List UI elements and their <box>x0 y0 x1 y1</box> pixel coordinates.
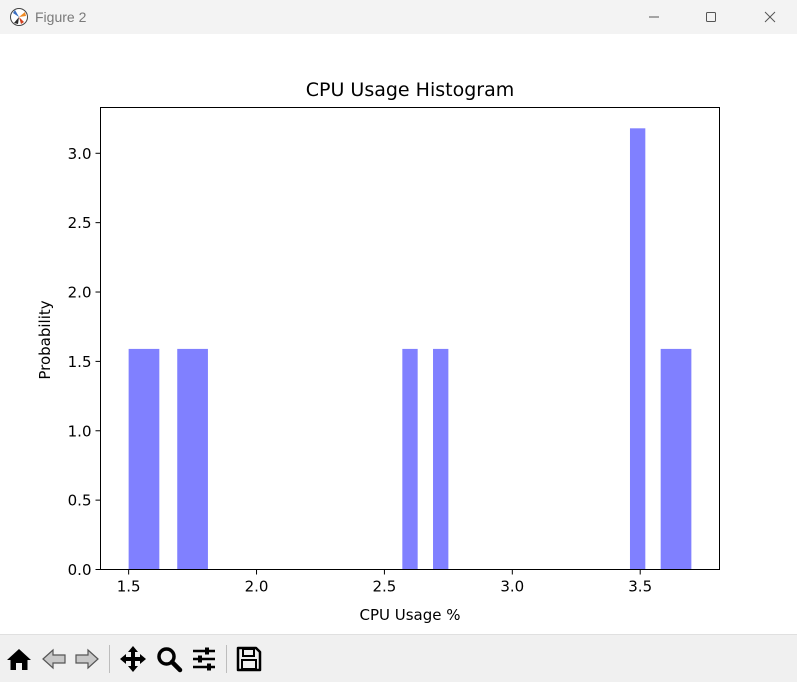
x-tick-label: 3.5 <box>628 578 652 596</box>
y-tick-label: 3.0 <box>68 145 92 163</box>
histogram-bar <box>128 348 160 570</box>
x-tick-label: 1.5 <box>117 578 141 596</box>
chart-title: CPU Usage Histogram <box>306 79 514 101</box>
histogram-bar <box>433 348 449 570</box>
toolbar-separator <box>226 645 227 673</box>
maximize-icon <box>706 12 716 22</box>
navigation-toolbar <box>0 634 797 682</box>
figure-canvas: CPU Usage Histogram CPU Usage % Probabil… <box>0 34 797 634</box>
pan-icon <box>120 646 146 672</box>
y-tick-label: 1.0 <box>68 422 92 440</box>
window-title: Figure 2 <box>35 9 87 25</box>
plot-frame <box>100 107 720 570</box>
y-tick-label: 0.0 <box>68 561 92 579</box>
histogram-chart: CPU Usage Histogram CPU Usage % Probabil… <box>36 79 720 624</box>
matplotlib-app-icon <box>10 8 28 26</box>
home-button[interactable] <box>3 643 35 675</box>
y-tick-label: 1.5 <box>68 353 92 371</box>
x-tick-label: 2.0 <box>245 578 269 596</box>
close-icon <box>764 11 776 23</box>
histogram-bar <box>629 128 646 570</box>
back-icon <box>42 648 66 670</box>
histogram-bar <box>660 348 692 570</box>
window-titlebar: Figure 2 <box>0 0 797 34</box>
minimize-icon <box>649 16 659 18</box>
home-icon <box>7 649 31 670</box>
maximize-button[interactable] <box>688 0 734 34</box>
save-icon <box>236 646 262 672</box>
y-axis-ticks: 0.0 0.5 1.0 1.5 2.0 2.5 3.0 <box>68 145 101 579</box>
y-tick-label: 2.5 <box>68 214 92 232</box>
pan-button[interactable] <box>117 643 149 675</box>
zoom-icon <box>157 647 183 673</box>
x-tick-label: 2.5 <box>372 578 396 596</box>
histogram-bar <box>402 348 418 570</box>
x-tick-label: 3.0 <box>500 578 524 596</box>
forward-button[interactable] <box>71 643 103 675</box>
x-axis-ticks: 1.5 2.0 2.5 3.0 3.5 <box>117 569 652 596</box>
histogram-bars <box>128 128 692 570</box>
x-axis-label: CPU Usage % <box>359 606 460 624</box>
close-button[interactable] <box>747 0 793 34</box>
configure-icon <box>193 647 215 671</box>
back-button[interactable] <box>38 643 70 675</box>
forward-icon <box>75 648 99 670</box>
zoom-button[interactable] <box>153 643 185 675</box>
minimize-button[interactable] <box>631 0 677 34</box>
toolbar-separator <box>109 645 110 673</box>
y-tick-label: 0.5 <box>68 492 92 510</box>
y-axis-label: Probability <box>36 300 54 379</box>
histogram-bar <box>177 348 208 570</box>
configure-subplots-button[interactable] <box>188 643 220 675</box>
save-button[interactable] <box>233 643 265 675</box>
y-tick-label: 2.0 <box>68 284 92 302</box>
